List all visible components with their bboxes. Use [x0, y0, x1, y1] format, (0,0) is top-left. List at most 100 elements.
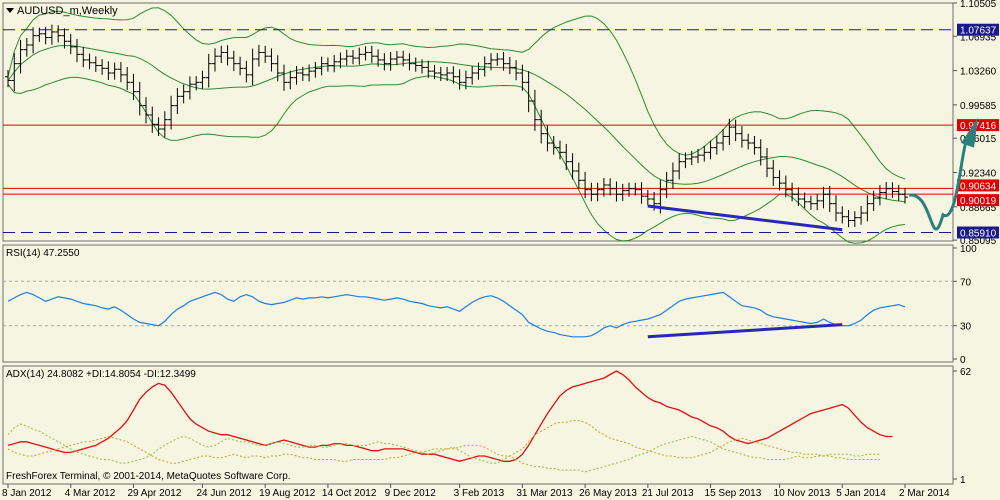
bollinger-middle [7, 44, 906, 203]
price-bar [902, 187, 908, 204]
x-tick-label: 10 Nov 2013 [774, 488, 831, 499]
price-bar [745, 133, 752, 150]
price-bar [117, 61, 124, 83]
x-tick-label: 3 Feb 2013 [454, 488, 505, 499]
price-bar [450, 66, 457, 84]
price-bar [11, 53, 18, 92]
projection-path [908, 137, 969, 231]
price-bar [600, 178, 607, 197]
projection-arrowhead [961, 117, 978, 148]
price-bar [513, 60, 520, 81]
price-bar [632, 182, 639, 196]
price-bar [895, 185, 902, 201]
price-bar [851, 211, 858, 227]
price-bar [80, 47, 87, 68]
price-bar [105, 61, 112, 80]
adx-line [7, 370, 893, 462]
price-bar [619, 183, 626, 202]
price-bar [770, 159, 777, 186]
bollinger-lower [7, 75, 906, 244]
price-pane-title: AUDUSD_m,Weekly [17, 5, 118, 17]
price-bar [782, 175, 789, 198]
x-tick-label: 4 Mar 2012 [65, 488, 116, 499]
price-bar [23, 38, 30, 57]
price-bar [550, 136, 557, 155]
rsi-tick-label: 100 [960, 244, 977, 255]
price-bar [130, 73, 137, 101]
price-bar [92, 56, 99, 72]
price-bar [726, 118, 733, 145]
x-tick-label: 31 Mar 2013 [516, 488, 573, 499]
price-bar [230, 50, 237, 71]
adx-tick-label: 62 [960, 367, 972, 378]
price-bar [488, 53, 494, 71]
price-bar [833, 195, 839, 222]
price-bar [864, 195, 871, 222]
price-bar [400, 50, 407, 67]
price-bar [419, 59, 425, 74]
plus-di-line [7, 423, 880, 473]
price-bar [531, 89, 538, 131]
price-bar [738, 126, 745, 148]
price-bar [607, 178, 614, 196]
price-bar [839, 206, 846, 224]
price-bar [274, 55, 281, 82]
price-bar [732, 119, 739, 142]
price-trendline [647, 204, 843, 232]
price-bar [707, 140, 714, 160]
price-bar [36, 27, 43, 42]
price-bar [281, 64, 287, 91]
terminal-footer: FreshForex Terminal, © 2001-2014, MetaQu… [6, 471, 291, 482]
price-bar [368, 45, 375, 63]
rsi-pane-title: RSI(14) 47.2550 [6, 248, 80, 259]
price-bar [444, 66, 451, 82]
price-bar [889, 182, 896, 198]
price-bar [494, 53, 501, 66]
level-price-tag [957, 226, 999, 239]
price-bar [456, 69, 463, 90]
price-bar [751, 136, 758, 155]
price-bar [143, 97, 149, 124]
x-tick-label: 19 Aug 2012 [259, 488, 316, 499]
price-tick-label: 0.99585 [960, 101, 997, 112]
price-bar [324, 57, 331, 72]
price-bar [644, 189, 651, 206]
level-price-tag [957, 179, 999, 192]
price-tick-label: 0.85095 [960, 236, 997, 247]
price-bar [86, 53, 93, 70]
price-bar [525, 71, 532, 113]
price-bar [582, 171, 589, 199]
price-bar [406, 53, 413, 71]
price-bar [212, 48, 218, 72]
price-bar [218, 45, 225, 63]
price-bar [506, 56, 513, 75]
price-tick-label: 0.88665 [960, 203, 997, 214]
rsi-pane [2, 244, 954, 363]
price-bar [350, 50, 356, 65]
price-bar [412, 57, 419, 72]
rsi-tick-label: 30 [960, 322, 972, 333]
price-bar [814, 194, 821, 211]
price-bar [425, 60, 432, 78]
price-bar [613, 181, 620, 202]
price-tick-label: 1.06935 [960, 32, 997, 43]
price-bar [776, 170, 783, 191]
price-bar [287, 70, 294, 90]
price-bar [431, 64, 438, 80]
price-bar [870, 190, 877, 211]
price-bar [111, 62, 118, 80]
price-bar [801, 192, 808, 209]
price-bar [124, 67, 131, 91]
price-tick-label: 1.10505 [960, 0, 997, 10]
price-bar [42, 27, 49, 45]
price-tick-label: 0.92340 [960, 168, 997, 179]
price-bar [858, 206, 865, 225]
price-bar [713, 136, 720, 155]
price-bar [74, 39, 80, 63]
minus-di-line [7, 420, 880, 464]
price-bar [626, 182, 632, 197]
x-tick-label: 26 May 2013 [579, 488, 637, 499]
price-bar [362, 46, 369, 61]
price-bar [30, 27, 37, 54]
